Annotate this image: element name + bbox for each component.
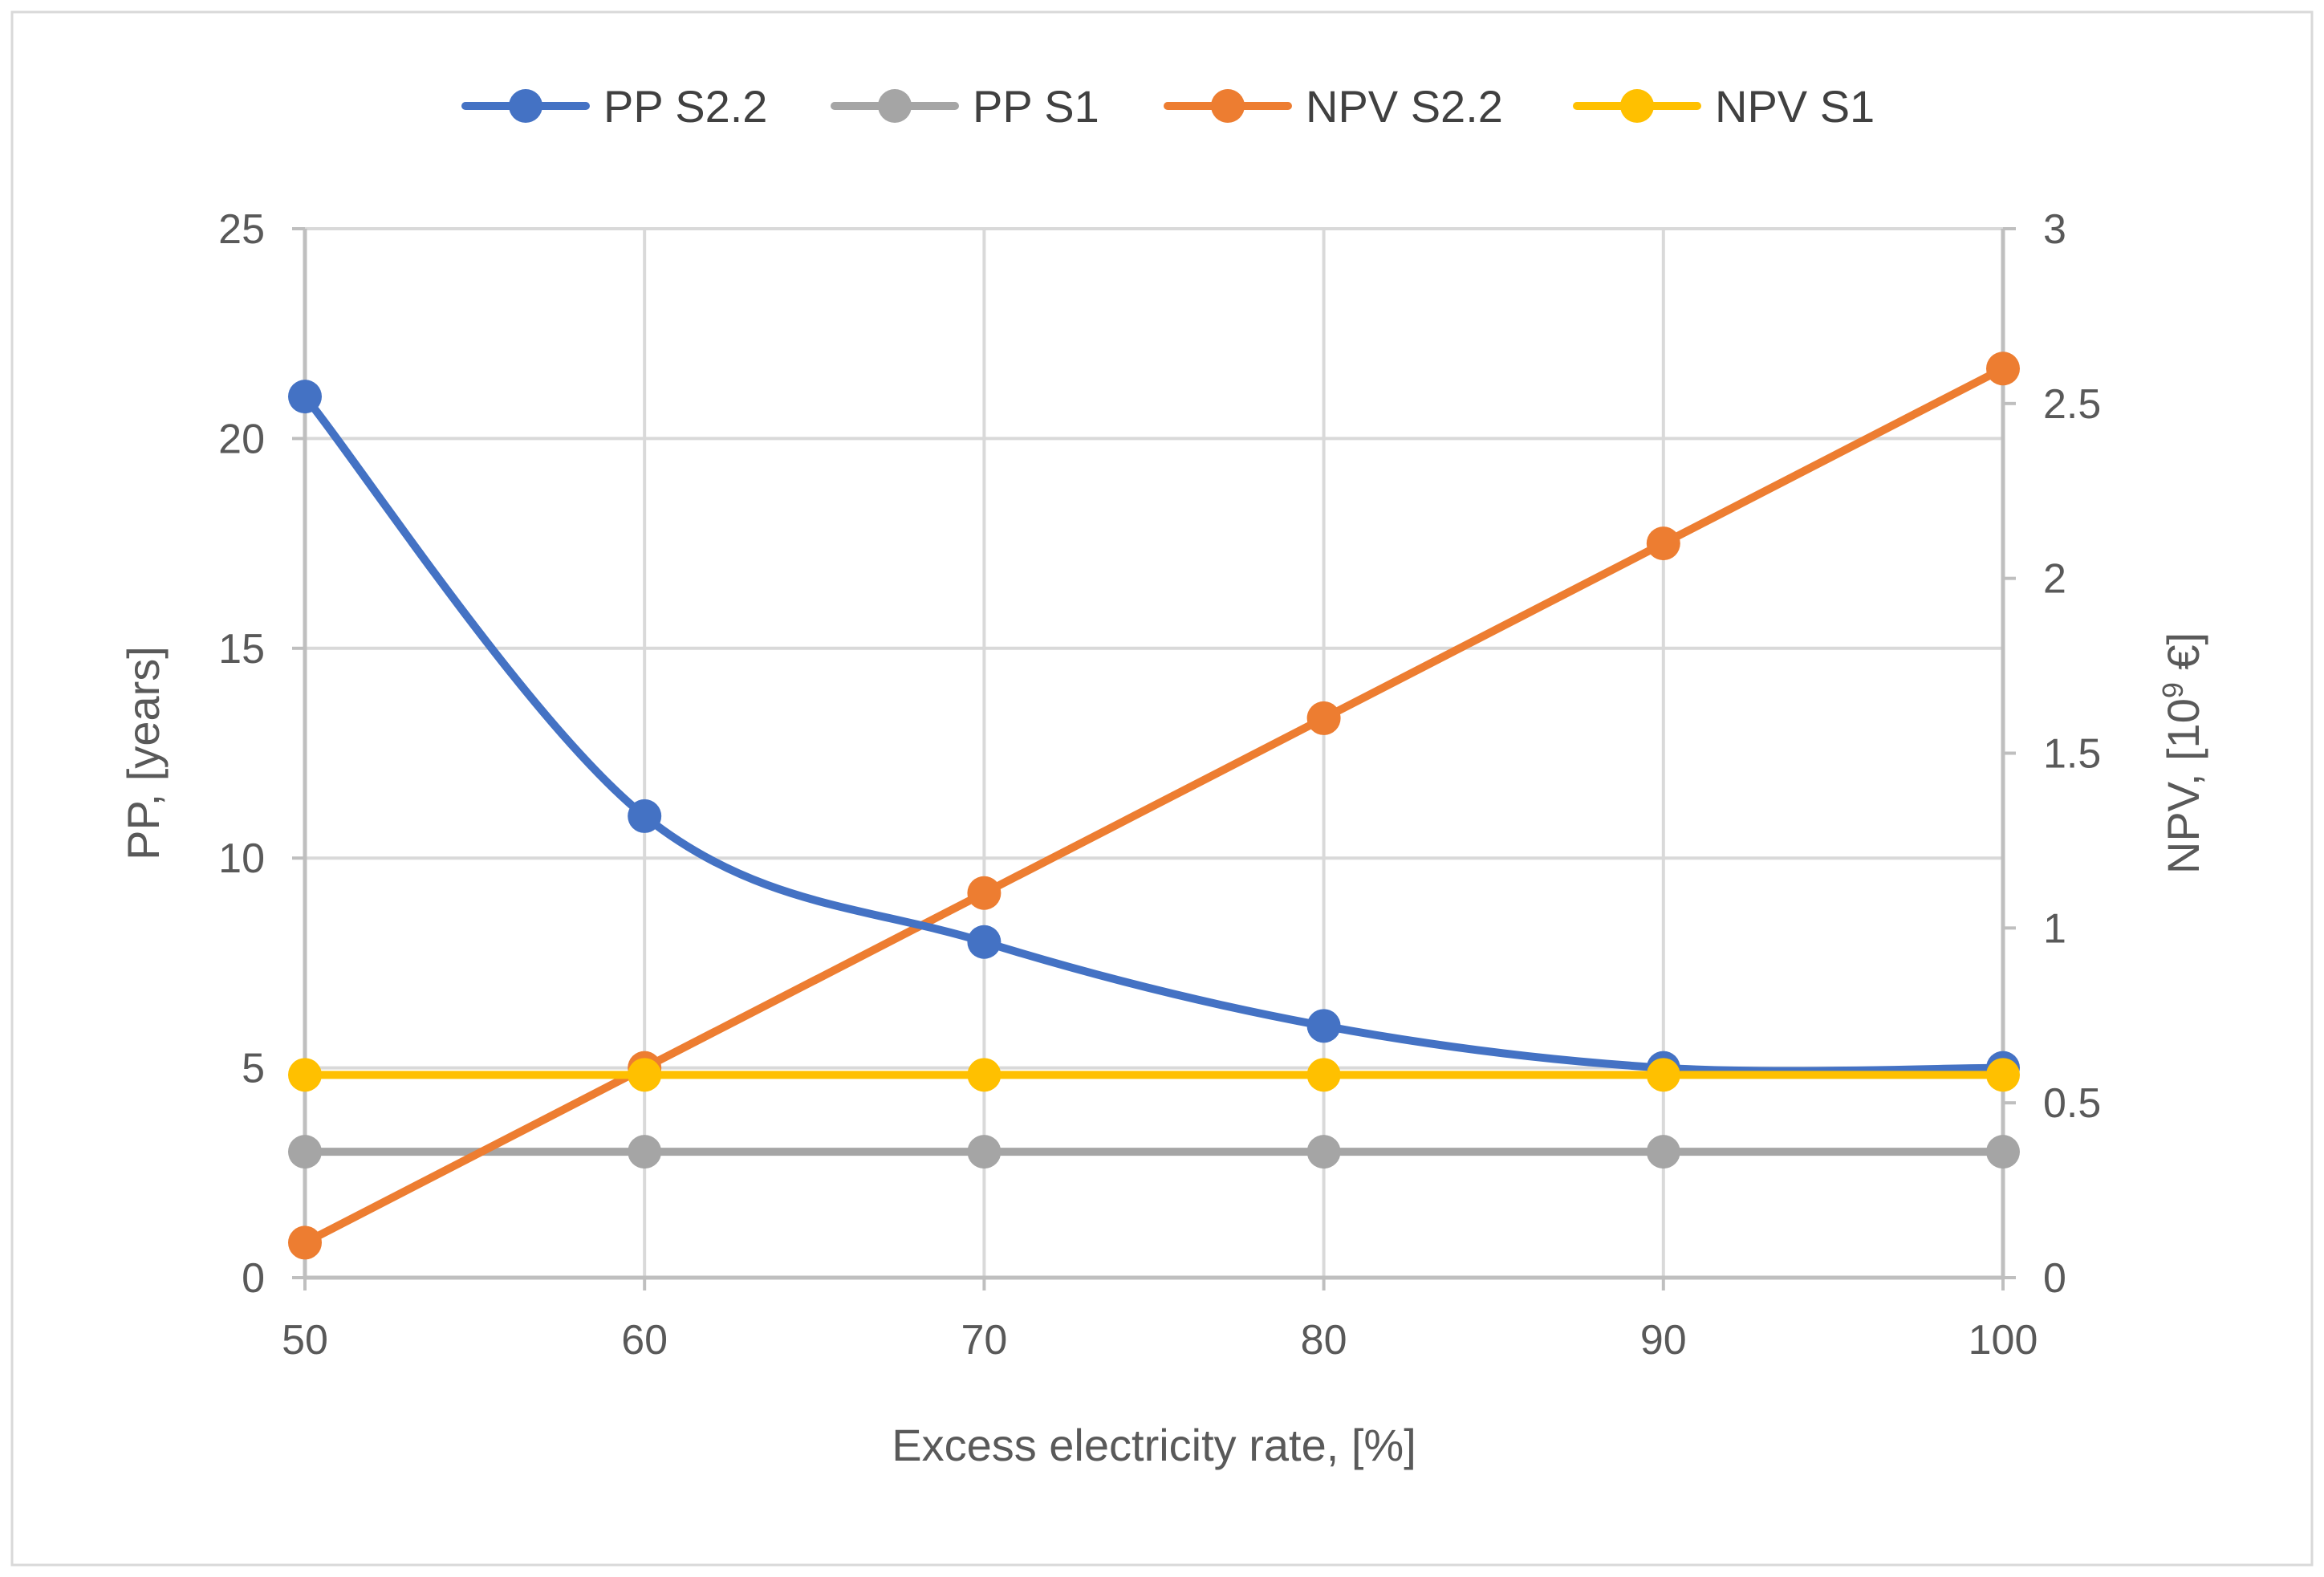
y-axis-left-title: PP, [years] — [118, 646, 169, 860]
x-tick-label: 80 — [1301, 1317, 1347, 1364]
y-left-tick-label: 20 — [218, 416, 265, 462]
y-axis-right-title-superscript: 9 — [2156, 682, 2189, 698]
y-right-tick-label: 1.5 — [2043, 731, 2101, 778]
y-left-tick-label: 10 — [218, 835, 265, 882]
y-left-tick-label: 15 — [218, 626, 265, 673]
y-right-tick-label: 2 — [2043, 556, 2066, 603]
data-point-pp-s2-2 — [288, 380, 322, 414]
data-point-npv-s1 — [288, 1058, 322, 1092]
data-point-npv-s1 — [628, 1058, 662, 1092]
y-axis-right-title: NPV, [109 €] — [2156, 632, 2208, 874]
series-line-npv-s2-2 — [301, 364, 2007, 1247]
y-axis-right-title-prefix: NPV, [10 — [2158, 698, 2208, 874]
data-point-pp-s1 — [1306, 1135, 1341, 1169]
x-tick-label: 50 — [282, 1317, 328, 1364]
data-point-npv-s1 — [1986, 1058, 2020, 1092]
y-right-tick-label: 0.5 — [2043, 1080, 2101, 1127]
y-right-tick-label: 1 — [2043, 905, 2066, 952]
data-point-npv-s2-2 — [967, 876, 1002, 910]
legend-label-pp-s2-2: PP S2.2 — [603, 81, 767, 132]
legend-swatch-marker-npv-s1 — [1620, 89, 1654, 123]
data-point-npv-s1 — [967, 1058, 1002, 1092]
data-point-pp-s2-2 — [628, 799, 662, 833]
chart-frame — [10, 10, 2314, 1567]
x-tick-label: 90 — [1640, 1317, 1687, 1364]
data-point-pp-s2-2 — [967, 925, 1002, 959]
x-axis-title: Excess electricity rate, [%] — [892, 1420, 1416, 1470]
y-right-tick-label: 2.5 — [2043, 381, 2101, 428]
y-axis-right-title-suffix: €] — [2158, 632, 2208, 682]
y-right-tick-label: 0 — [2043, 1255, 2066, 1302]
legend-swatch-marker-pp-s2-2 — [509, 89, 542, 123]
x-tick-label: 70 — [961, 1317, 1007, 1364]
x-tick-label: 100 — [1968, 1317, 2038, 1364]
y-left-tick-label: 0 — [242, 1255, 265, 1302]
y-left-tick-label: 5 — [242, 1046, 265, 1092]
data-point-npv-s2-2 — [1986, 352, 2020, 386]
data-point-npv-s2-2 — [1646, 526, 1680, 561]
data-point-pp-s1 — [628, 1135, 662, 1169]
data-point-pp-s1 — [967, 1135, 1002, 1169]
series-lines — [301, 364, 2007, 1247]
legend-label-npv-s2-2: NPV S2.2 — [1306, 81, 1503, 132]
data-point-npv-s2-2 — [1306, 701, 1341, 735]
legend-label-npv-s1: NPV S1 — [1715, 81, 1875, 132]
series-markers — [288, 352, 2020, 1260]
legend-label-pp-s1: PP S1 — [973, 81, 1099, 132]
series-line-pp-s2-2 — [301, 392, 2007, 1075]
legend-swatch-marker-pp-s1 — [878, 89, 912, 123]
y-left-tick-label: 25 — [218, 206, 265, 253]
legend-swatch-marker-npv-s2-2 — [1211, 89, 1245, 123]
data-point-pp-s1 — [1986, 1135, 2020, 1169]
data-point-npv-s1 — [1646, 1058, 1680, 1092]
data-point-npv-s1 — [1306, 1058, 1341, 1092]
data-point-pp-s1 — [1646, 1135, 1680, 1169]
legend: PP S2.2 PP S1 NPV S2.2 NPV S1 — [461, 81, 1875, 132]
data-point-pp-s2-2 — [1306, 1009, 1341, 1043]
x-tick-label: 60 — [621, 1317, 668, 1364]
data-point-npv-s2-2 — [288, 1225, 322, 1260]
y-right-tick-label: 3 — [2043, 206, 2066, 253]
data-point-pp-s1 — [288, 1135, 322, 1169]
